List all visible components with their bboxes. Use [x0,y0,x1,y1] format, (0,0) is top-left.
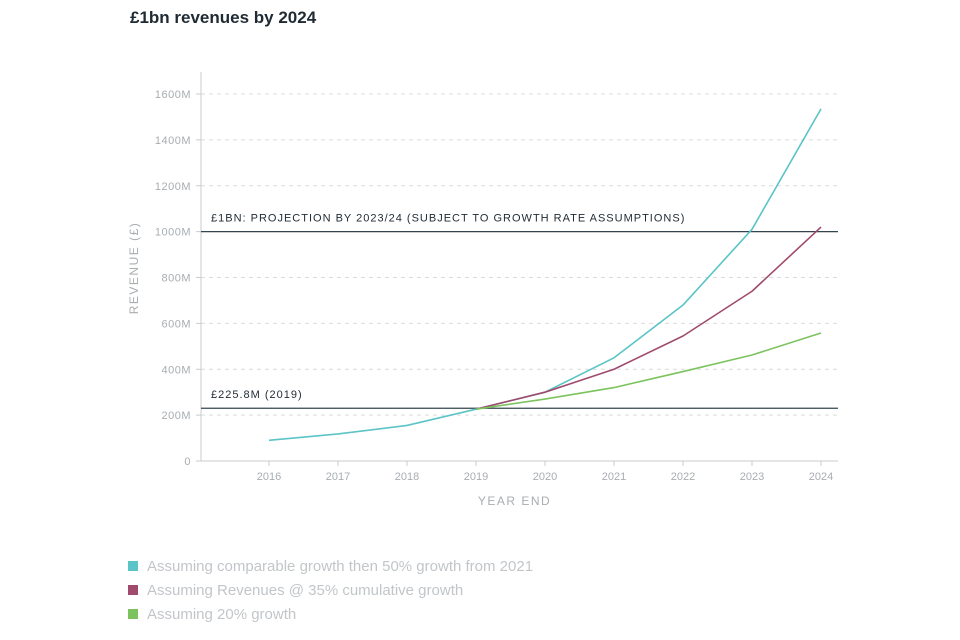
reference-line-label: £225.8M (2019) [211,389,303,401]
legend-swatch [128,585,138,595]
legend-item: Assuming comparable growth then 50% grow… [128,554,533,578]
y-tick-label: 1200M [155,181,191,193]
legend-swatch [128,609,138,619]
x-tick-label: 2018 [395,471,419,483]
legend-label: Assuming Revenues @ 35% cumulative growt… [147,581,464,599]
x-tick-label: 2022 [671,471,695,483]
y-tick-label: 1600M [155,89,191,101]
x-tick-label: 2023 [740,471,764,483]
y-axis-label: REVENUE (£) [127,222,141,315]
legend-label: Assuming 20% growth [147,605,297,623]
series-line-1 [268,108,822,442]
y-tick-label: 400M [161,364,191,376]
legend-label: Assuming comparable growth then 50% grow… [147,557,534,575]
x-tick-label: 2017 [326,471,350,483]
x-tick-label: 2019 [464,471,488,483]
legend-item: Assuming Revenues @ 35% cumulative growt… [128,578,533,602]
y-tick-label: 1400M [155,135,191,147]
x-tick-label: 2020 [533,471,557,483]
y-tick-label: 0 [184,456,191,468]
legend-swatch [128,561,138,571]
y-tick-label: 1000M [155,227,191,239]
y-tick-label: 600M [161,318,191,330]
legend-item: Assuming 20% growth [128,602,533,626]
x-tick-label: 2016 [257,471,281,483]
x-axis-label: YEAR END [478,494,551,508]
reference-line-label: £1BN: PROJECTION BY 2023/24 (SUBJECT TO … [211,213,685,225]
chart-legend: Assuming comparable growth then 50% grow… [128,554,533,626]
y-tick-label: 800M [161,273,191,285]
x-tick-label: 2024 [809,471,833,483]
x-tick-label: 2021 [602,471,626,483]
y-tick-label: 200M [161,410,191,422]
series-line-2 [475,226,822,410]
series-line-3 [475,332,822,410]
chart-title: £1bn revenues by 2024 [130,8,317,27]
